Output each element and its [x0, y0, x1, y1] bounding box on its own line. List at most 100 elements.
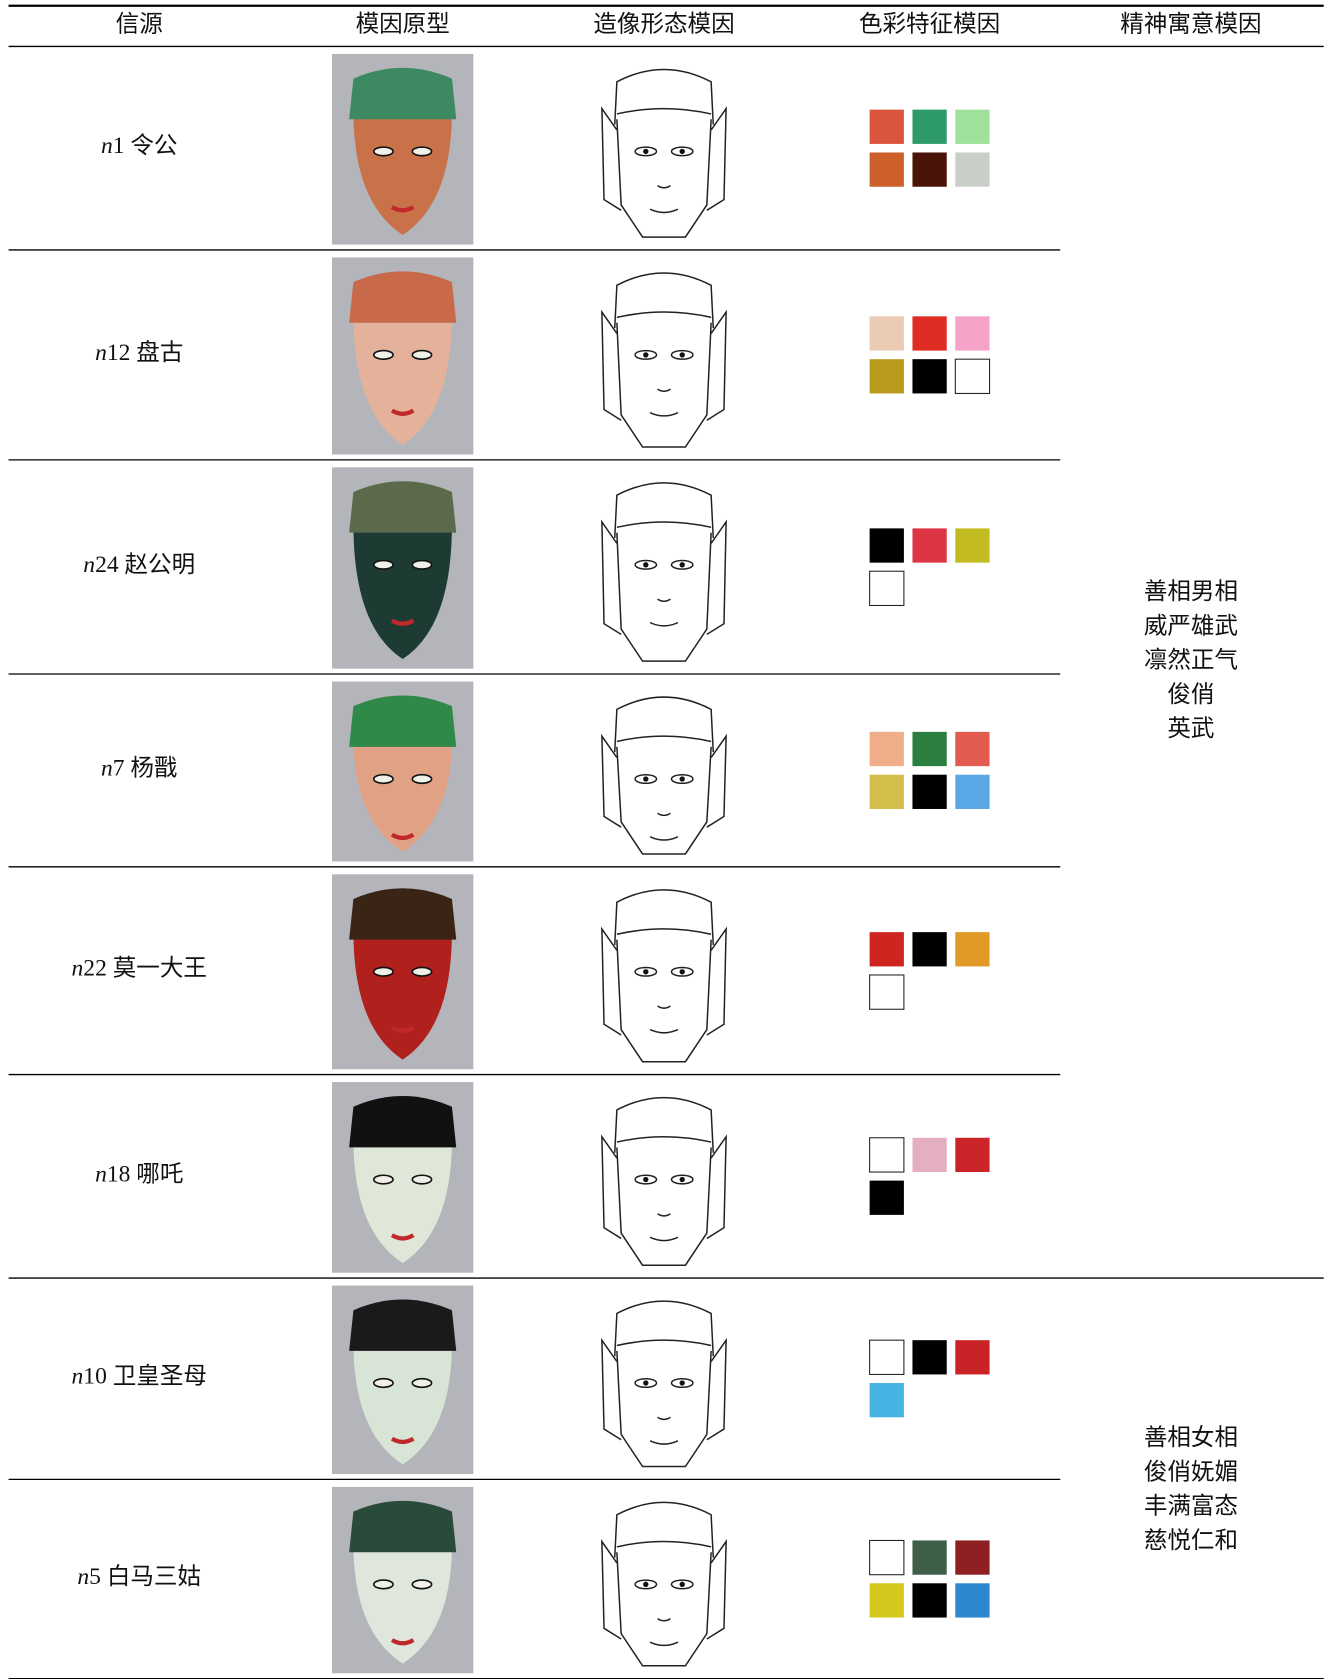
drawing-pupil: [679, 1581, 685, 1588]
drawing-nose-mouth: [649, 598, 679, 627]
drawing-pupil: [643, 1176, 649, 1183]
color-swatch: [912, 316, 947, 351]
mask-face: [353, 1342, 452, 1465]
drawing-eye: [634, 1579, 658, 1590]
meaning-line: 凛然正气: [1144, 647, 1238, 674]
meaning-line: 威严雄武: [1144, 612, 1238, 639]
drawing-pupil: [643, 148, 649, 155]
drawing-eye: [634, 146, 658, 157]
drawing-pupil: [643, 562, 649, 568]
color-swatch: [912, 109, 947, 144]
color-swatch: [955, 1137, 990, 1173]
source-label: n12 盘古: [95, 339, 183, 366]
color-swatch: [869, 528, 904, 563]
color-swatch: [955, 152, 990, 187]
drawing-eye: [634, 773, 658, 785]
drawing-pupil: [643, 969, 649, 975]
mask-face: [353, 1138, 452, 1264]
meaning-line: 丰满富态: [1144, 1493, 1238, 1520]
mask-eye: [411, 559, 433, 570]
drawing-hat: [613, 68, 715, 125]
mask-face: [353, 524, 452, 660]
drawing-face: [616, 119, 712, 238]
mask-mouth: [390, 1638, 415, 1646]
color-swatch: [955, 1583, 990, 1618]
color-swatch: [869, 570, 905, 607]
mask-eye: [411, 1579, 433, 1590]
line-drawing: [601, 272, 727, 448]
source-label: n22 莫一大王: [72, 955, 207, 982]
drawing-eye: [634, 1174, 658, 1185]
mask-eye: [372, 1174, 394, 1185]
drawing-nose-mouth: [649, 388, 679, 417]
mask-mouth: [390, 618, 415, 626]
drawing-ears: [601, 926, 727, 1036]
drawing-hat: [613, 1096, 715, 1153]
drawing-eye: [670, 349, 694, 360]
mask-photo: [332, 467, 474, 669]
header-cell: 模因原型: [356, 11, 450, 38]
color-swatch: [954, 358, 991, 394]
color-swatch: [869, 1583, 904, 1618]
meaning-line: 善相女相: [1144, 1424, 1238, 1451]
drawing-pupil: [679, 562, 685, 568]
drawing-face: [616, 1147, 712, 1266]
drawing-pupil: [679, 1176, 685, 1183]
drawing-nose-mouth: [649, 812, 679, 841]
drawing-eye: [670, 1377, 694, 1389]
drawing-pupil: [679, 1380, 685, 1386]
source-label: n7 杨戬: [101, 755, 178, 782]
meaning-line: 善相男相: [1144, 578, 1238, 605]
drawing-face: [616, 322, 712, 448]
mask-eye: [411, 1377, 433, 1389]
drawing-pupil: [643, 776, 649, 782]
mask-face: [353, 314, 452, 445]
mask-face: [353, 1543, 452, 1664]
color-swatch: [869, 731, 904, 767]
drawing-nose-mouth: [649, 1005, 679, 1034]
mask-eye: [411, 146, 433, 157]
color-swatch: [955, 316, 990, 351]
mask-eye: [372, 1377, 394, 1389]
drawing-nose-mouth: [649, 1213, 679, 1242]
mask-mouth: [390, 832, 415, 841]
drawing-hat: [613, 1501, 715, 1558]
color-swatch: [955, 774, 990, 809]
mask-photo: [332, 1285, 474, 1475]
color-swatch: [869, 1383, 904, 1418]
mask-mouth: [390, 408, 415, 416]
header-cell: 造像形态模因: [593, 11, 734, 38]
drawing-pupil: [679, 352, 685, 358]
meaning-line: 俊俏: [1167, 681, 1214, 708]
color-swatch: [955, 1540, 990, 1575]
mask-hat: [349, 481, 457, 533]
drawing-ears: [601, 106, 727, 211]
drawing-hat: [613, 696, 715, 753]
color-swatch: [869, 974, 905, 1010]
source-label: n18 哪吒: [95, 1161, 183, 1188]
drawing-ears: [601, 1539, 727, 1640]
color-swatch: [912, 528, 947, 563]
drawing-pupil: [679, 148, 685, 155]
mask-face: [353, 738, 452, 852]
color-swatch: [869, 1339, 905, 1375]
meaning-line: 英武: [1167, 715, 1214, 742]
drawing-face: [616, 939, 712, 1063]
drawing-eye: [670, 773, 694, 785]
color-swatch: [869, 932, 904, 967]
color-swatch: [912, 774, 947, 809]
drawing-eye: [634, 559, 658, 570]
drawing-pupil: [643, 352, 649, 358]
drawing-ears: [601, 733, 727, 828]
mask-mouth: [390, 205, 415, 213]
drawing-eye: [670, 559, 694, 570]
mask-photo: [332, 257, 474, 455]
meaning-line: 俊俏妩媚: [1144, 1458, 1238, 1485]
color-swatch: [912, 932, 947, 967]
color-swatch: [912, 1137, 947, 1173]
mask-eye: [411, 966, 433, 977]
header-cell: 色彩特征模因: [859, 11, 1000, 38]
mask-photo: [332, 681, 474, 862]
drawing-hat: [613, 482, 715, 539]
